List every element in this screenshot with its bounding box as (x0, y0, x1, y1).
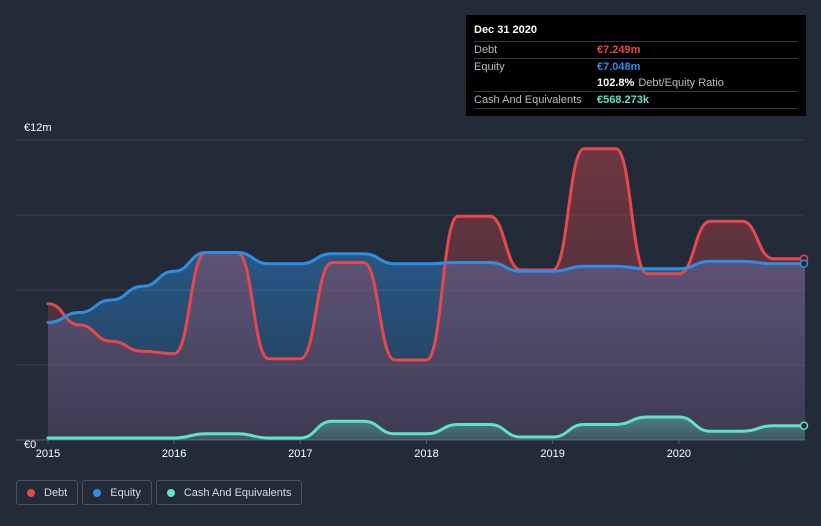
cash-end-marker (799, 421, 809, 430)
tooltip-ratio-row: 102.8% Debt/Equity Ratio (474, 75, 798, 91)
tooltip-date: Dec 31 2020 (474, 24, 537, 36)
chart-axes: €0 €12m 2015 2016 2017 2018 2019 2020 (24, 122, 691, 460)
equity-dot-icon (93, 488, 102, 497)
debt-area (48, 148, 805, 440)
equity-line (46, 251, 807, 324)
legend-debt-toggle[interactable]: Debt (16, 480, 79, 505)
chart-areas (48, 148, 805, 440)
cash-dot-icon (166, 488, 175, 497)
debt-line (46, 147, 807, 362)
legend-equity-label: Equity (110, 486, 141, 499)
tooltip-ratio-value: 102.8% (597, 77, 635, 89)
tooltip-equity-label: Equity (474, 61, 505, 73)
y-tick-label: €0 (24, 439, 36, 451)
chart-tooltip: Dec 31 2020 Debt €7.249m Equity €7.048m … (466, 15, 806, 116)
x-tick-label: 2020 (667, 448, 691, 460)
tooltip-cash-label: Cash And Equivalents (474, 94, 582, 106)
tooltip-debt-row: Debt €7.249m (474, 41, 798, 58)
x-tick-label: 2018 (414, 448, 438, 460)
chart-legend: Debt Equity Cash And Equivalents (16, 480, 303, 505)
legend-cash-toggle[interactable]: Cash And Equivalents (155, 480, 303, 505)
chart-lines (46, 147, 809, 440)
tooltip-equity-value: €7.048m (597, 61, 641, 73)
equity-end-marker (799, 259, 809, 268)
tooltip-debt-value: €7.249m (597, 44, 641, 56)
legend-cash-label: Cash And Equivalents (183, 486, 292, 499)
x-tick-label: 2017 (288, 448, 312, 460)
tooltip-debt-label: Debt (474, 44, 498, 56)
tooltip-ratio-label: Debt/Equity Ratio (638, 77, 724, 89)
legend-equity-toggle[interactable]: Equity (82, 480, 152, 505)
y-tick-label: €12m (24, 122, 52, 134)
cash-line (46, 415, 807, 440)
x-tick-label: 2019 (540, 448, 564, 460)
tooltip-cash-row: Cash And Equivalents €568.273k (474, 91, 798, 109)
tooltip-equity-row: Equity €7.048m (474, 58, 798, 75)
x-tick-label: 2015 (36, 448, 60, 460)
tooltip-cash-value: €568.273k (597, 94, 649, 106)
debt-dot-icon (27, 488, 35, 497)
legend-debt-label: Debt (44, 486, 68, 499)
x-tick-label: 2016 (162, 448, 186, 460)
